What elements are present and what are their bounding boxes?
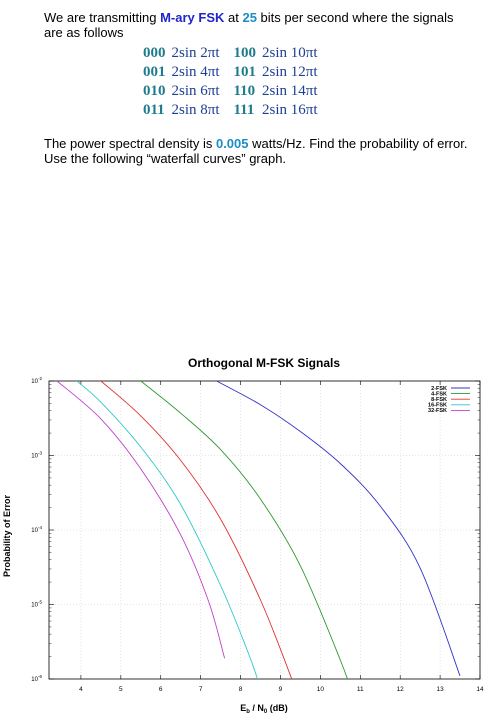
- question-text: The power spectral density is: [44, 136, 216, 151]
- x-tick-label: 14: [476, 686, 484, 693]
- intro-text-end: bits per second where the signals are as…: [44, 10, 454, 40]
- intro-text-mid: at: [224, 10, 243, 25]
- signal-code: 010: [143, 83, 166, 99]
- y-tick-label: 10-6: [31, 674, 42, 683]
- question-text-end: watts/Hz. Find the probability of error.…: [44, 136, 468, 166]
- signal-row: 010 2sin 6πt 110 2sin 14πt: [143, 82, 332, 101]
- mary-fsk-term: M-ary FSK: [160, 10, 225, 25]
- x-axis-ticks: 4 5 6 7 8 9 10 11 12 13 14: [79, 381, 484, 693]
- chart-series: [56, 381, 461, 679]
- problem-question: The power spectral density is 0.005 watt…: [44, 136, 474, 166]
- signal-expression: 2sin 4πt: [171, 64, 220, 80]
- x-tick-label: 11: [357, 686, 364, 693]
- x-tick-label: 7: [199, 686, 203, 693]
- x-tick-label: 8: [239, 686, 243, 693]
- signal-code: 000: [143, 45, 166, 61]
- legend-label: 2-FSK: [431, 386, 447, 392]
- signal-code: 110: [233, 83, 256, 99]
- x-tick-label: 4: [79, 686, 83, 693]
- signal-expression: 2sin 12πt: [262, 64, 318, 80]
- y-tick-label: 10-4: [31, 525, 42, 534]
- x-tick-label: 6: [159, 686, 163, 693]
- signal-code: 011: [143, 102, 165, 118]
- signal-row: 011 2sin 8πt 111 2sin 16πt: [143, 101, 332, 120]
- series-line-2-fsk: [216, 381, 461, 677]
- legend-label: 16-FSK: [428, 403, 447, 409]
- signal-expression: 2sin 14πt: [262, 83, 318, 99]
- y-tick-label: 10-2: [31, 376, 42, 385]
- signal-code: 001: [143, 64, 166, 80]
- y-tick-label: 10-5: [31, 600, 42, 609]
- chart-grid: [49, 381, 481, 679]
- legend-label: 32-FSK: [428, 408, 447, 414]
- signal-table: 000 2sin 2πt 100 2sin 10πt 001 2sin 4πt …: [143, 44, 332, 120]
- signal-row: 001 2sin 4πt 101 2sin 12πt: [143, 63, 332, 82]
- x-tick-label: 13: [436, 686, 444, 693]
- series-line-16-fsk: [76, 381, 258, 679]
- x-tick-label: 10: [317, 686, 325, 693]
- signal-expression: 2sin 8πt: [171, 102, 220, 118]
- signal-code: 111: [233, 102, 255, 118]
- x-tick-label: 5: [119, 686, 123, 693]
- intro-text: We are transmitting: [44, 10, 161, 25]
- signal-expression: 2sin 6πt: [171, 83, 220, 99]
- waterfall-chart: Orthogonal M-FSK Signals 4 5 6 7 8 9 10 11 12 13 1…: [2, 356, 484, 715]
- signal-row: 000 2sin 2πt 100 2sin 10πt: [143, 44, 332, 63]
- signal-code: 100: [233, 45, 257, 61]
- series-line-32-fsk: [56, 381, 226, 659]
- bit-rate-value: 25: [242, 10, 257, 25]
- legend-label: 4-FSK: [431, 391, 447, 397]
- signal-code: 101: [233, 64, 257, 80]
- series-line-8-fsk: [100, 381, 293, 679]
- x-axis-label: Eb / N0 (dB): [240, 703, 288, 715]
- y-axis-label: Probability of Error: [2, 494, 12, 577]
- psd-value: 0.005: [215, 136, 249, 151]
- series-line-4-fsk: [140, 381, 349, 679]
- problem-intro: We are transmitting M-ary FSK at 25 bits…: [44, 10, 474, 40]
- x-tick-label: 12: [397, 686, 405, 693]
- chart-title: Orthogonal M-FSK Signals: [188, 356, 340, 370]
- signal-expression: 2sin 2πt: [171, 45, 220, 61]
- legend-label: 8-FSK: [431, 397, 447, 403]
- signal-expression: 2sin 16πt: [262, 102, 318, 118]
- signal-expression: 2sin 10πt: [262, 45, 318, 61]
- y-axis-ticks: 10-2 10-3 10-4 10-5 10-6: [31, 376, 480, 683]
- x-tick-label: 9: [279, 686, 283, 693]
- y-tick-label: 10-3: [31, 451, 42, 460]
